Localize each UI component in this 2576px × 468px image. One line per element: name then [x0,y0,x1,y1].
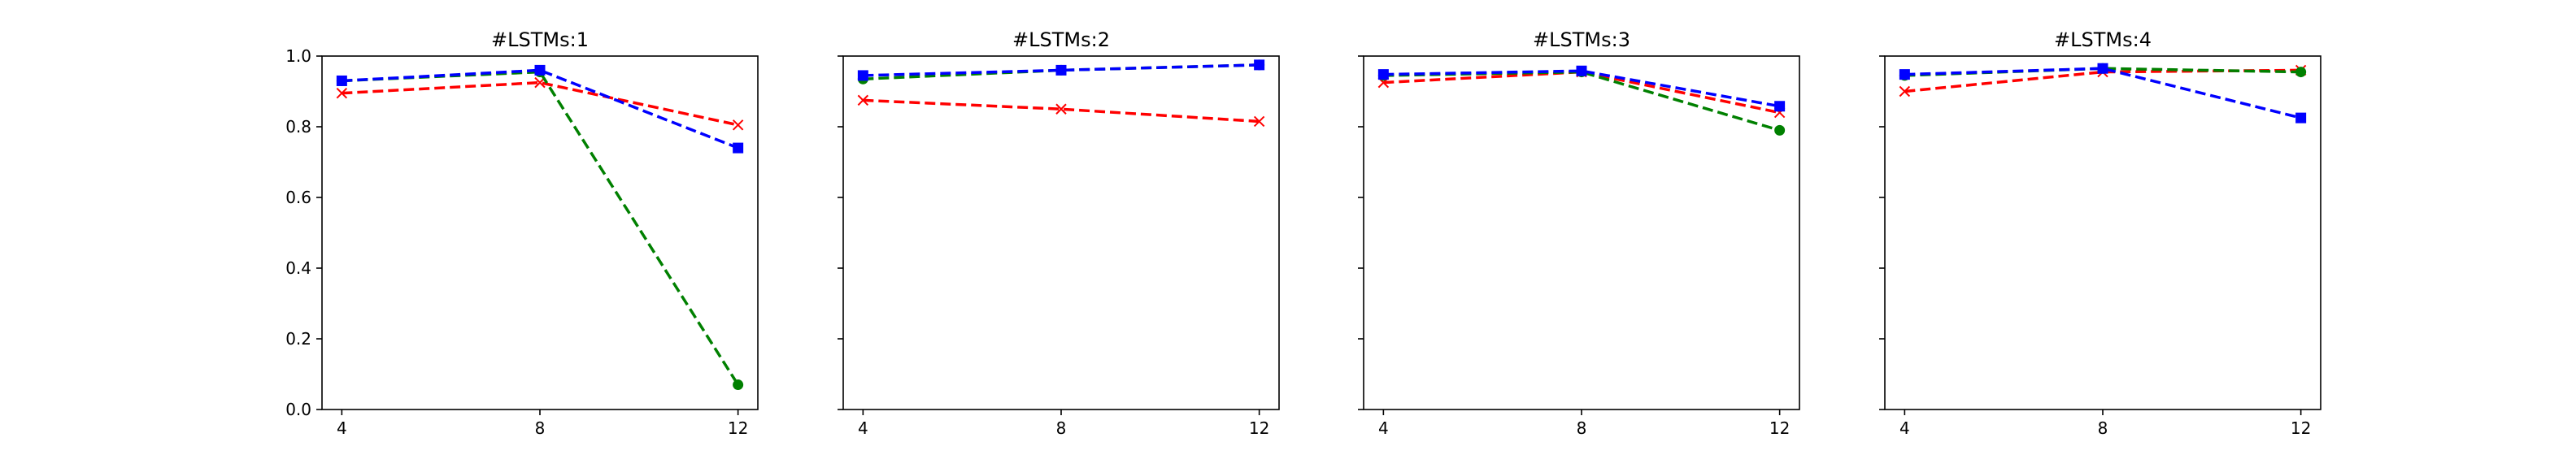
x-tick-label: 4 [858,418,868,438]
data-point-square [2097,63,2108,74]
data-point-x [1899,85,1911,98]
series-line-x [863,98,1260,124]
y-tick-label: 0.8 [285,117,311,136]
chart-title: #LSTMs:1 [491,28,589,51]
data-point-square [1899,69,1910,80]
data-point-circle [2295,67,2307,78]
y-tick-label: 0.4 [285,258,311,278]
chart-title: #LSTMs:2 [1012,28,1110,51]
data-point-square [1254,59,1265,71]
series-line-s [863,63,1260,77]
x-tick-label: 8 [2098,418,2108,438]
data-point-square [2295,112,2307,124]
x-tick-label: 4 [1899,418,1910,438]
series-line-x [342,80,739,127]
y-tick-label: 0.0 [285,400,311,419]
data-point-square [534,64,546,76]
data-point-square [1774,101,1786,112]
subplot-3: #LSTMs:3 4 8 12 [1358,28,1800,438]
x-tick-label: 12 [1769,418,1790,438]
data-point-x [1253,115,1265,128]
chart-title: #LSTMs:3 [1533,28,1630,51]
data-point-square [336,75,347,86]
data-point-x [857,94,869,106]
x-tick-label: 8 [1056,418,1067,438]
data-point-circle [733,379,744,391]
data-point-square [1055,64,1067,76]
x-tick-label: 12 [728,418,748,438]
plot-frame [321,55,759,410]
x-tick-label: 4 [337,418,347,438]
x-tick-label: 12 [2291,418,2311,438]
plot-frame [1363,55,1800,410]
x-tick-label: 8 [535,418,546,438]
subplot-1: #LSTMs:1 0.0 0.2 0.4 0.6 0.8 1.0 4 8 12 [285,28,759,438]
chart-title: #LSTMs:4 [2054,28,2152,51]
plot-frame [1884,55,2321,410]
series-line-x [1383,70,1780,115]
subplot-2: #LSTMs:2 4 8 12 [838,28,1280,438]
y-tick-label: 0.6 [285,188,311,207]
data-point-square [857,70,868,81]
x-tick-label: 4 [1378,418,1389,438]
data-point-square [1576,65,1587,76]
series-line-s [1383,69,1780,108]
y-tick-label: 0.2 [285,329,311,349]
series-line-o [342,70,740,386]
data-point-x [336,87,348,99]
data-point-x [732,119,744,131]
x-tick-label: 8 [1577,418,1587,438]
data-point-x [1055,103,1067,115]
data-point-square [733,142,744,154]
series-line-s [1904,67,2302,119]
data-point-square [1377,69,1389,80]
series-line-s [342,68,739,150]
x-tick-label: 12 [1249,418,1269,438]
data-point-circle [1774,124,1786,136]
subplot-4: #LSTMs:4 4 8 12 [1879,28,2321,438]
y-tick-label: 1.0 [285,46,311,66]
